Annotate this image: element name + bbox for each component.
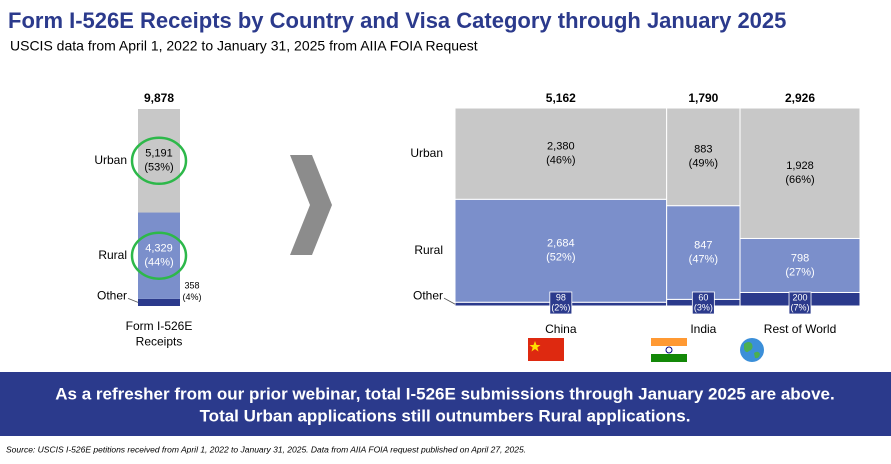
mekko-segment [666,107,741,207]
arrow [290,155,332,255]
banner-line: As a refresher from our prior webinar, t… [55,384,834,403]
value-label: 358 [184,280,199,290]
title: Form I-526E Receipts by Country and Visa… [8,8,786,33]
category-label: Form I-526E Receipts [126,319,193,349]
value-label: 1,928 [786,160,814,172]
series-label: Urban [410,146,443,160]
total-label: 2,926 [785,91,815,105]
mekko-segment [739,107,861,239]
share-label: (7%) [791,302,810,312]
total-label: 5,162 [546,91,576,105]
bar-segment [138,109,180,213]
value-label: 2,380 [547,141,575,153]
bar-segment [138,212,180,299]
share-label: (66%) [785,174,814,186]
series-label: Other [413,288,443,302]
value-label: 2,684 [547,238,575,250]
category-label: China [545,322,577,336]
share-label: (47%) [689,253,718,265]
value-label: 883 [694,144,712,156]
series-label: Rural [414,243,443,257]
leader-line [127,298,139,303]
mekko-segment [666,205,741,300]
value-label: 5,191 [145,148,173,160]
bar-segment [138,298,180,306]
banner-line: Total Urban applications still outnumber… [200,406,691,425]
share-label: (3%) [694,302,713,312]
total-label: 9,878 [144,91,174,105]
share-label: (44%) [144,257,173,269]
label-box [549,291,573,315]
value-label: 847 [694,239,712,251]
leader-line [443,297,456,305]
series-label: Rural [98,248,127,262]
share-label: (53%) [144,162,173,174]
globe-icon [740,338,764,362]
banner [0,372,891,436]
share-label: (27%) [785,266,814,278]
share-label: (49%) [689,158,718,170]
category-label: Rest of World [764,322,836,336]
flag-china [528,338,564,361]
value-label: 798 [791,252,809,264]
subtitle: USCIS data from April 1, 2022 to January… [10,38,478,54]
share-label: (4%) [182,292,201,302]
share-label: (46%) [546,155,575,167]
label-box [788,291,812,315]
value-label: 200 [793,292,808,302]
value-label: 60 [698,292,708,302]
label-box [691,291,715,315]
source: Source: USCIS I-526E petitions received … [6,444,526,454]
highlight-circle [130,231,188,280]
series-label: Other [97,289,127,303]
category-label: India [690,322,716,336]
value-label: 98 [556,292,566,302]
share-label: (2%) [551,302,570,312]
total-label: 1,790 [688,91,718,105]
flag-india [651,338,687,362]
value-label: 4,329 [145,243,173,255]
highlight-circle [130,136,188,186]
share-label: (52%) [546,252,575,264]
series-label: Urban [94,153,127,167]
